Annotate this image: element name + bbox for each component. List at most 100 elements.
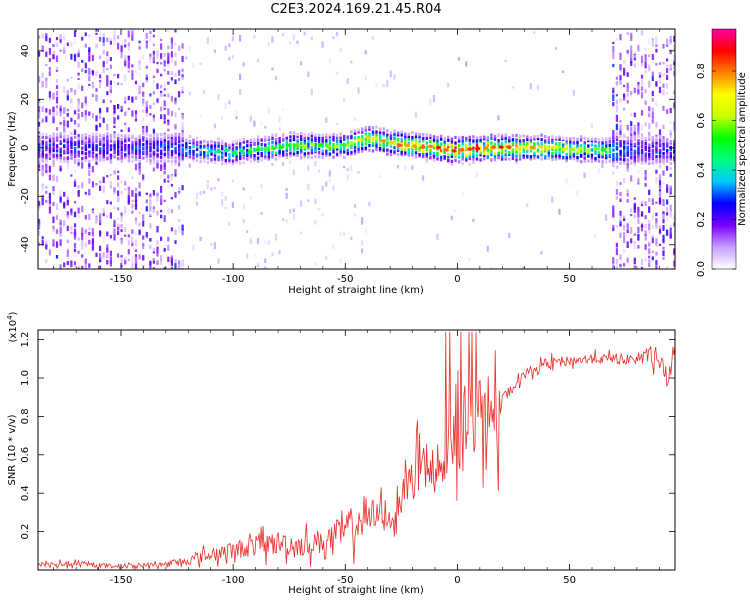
spectrogram-cell — [163, 159, 166, 163]
spectrogram-cell — [644, 122, 647, 127]
spectrogram-cell — [221, 116, 224, 120]
spectrogram-cell — [195, 140, 199, 144]
spectrogram-cell — [500, 154, 504, 158]
spectrogram-cell — [84, 133, 88, 137]
spectrogram-ridge-point — [490, 145, 496, 149]
spectrogram-cell — [195, 159, 199, 162]
spectrogram-cell — [106, 152, 109, 157]
spectrogram-cell — [95, 147, 98, 152]
spectrogram-cell — [77, 207, 80, 214]
spectrogram-cell — [282, 153, 285, 157]
spectrogram-cell — [651, 54, 654, 60]
spectrogram-cell — [84, 215, 87, 220]
spectrogram-cell — [120, 159, 123, 163]
spectrogram-cell — [59, 135, 62, 139]
spectrogram-cell — [271, 140, 274, 144]
spectrogram-cell — [522, 134, 525, 138]
spectrogram-cell — [124, 134, 127, 138]
spectrogram-cell — [522, 266, 525, 269]
spectrogram-cell — [472, 146, 475, 150]
spectrogram-cell — [170, 260, 173, 266]
spectrogram-cell — [267, 135, 271, 140]
spectrogram-cell — [429, 152, 432, 156]
spectrogram-cell — [70, 231, 73, 234]
spectrogram-cell — [658, 154, 662, 158]
spectrogram-cell — [615, 137, 619, 142]
spectrogram-cell — [382, 133, 385, 137]
spectrogram-cell — [38, 201, 41, 206]
spectrogram-cell — [113, 117, 116, 121]
spectrogram-cell — [256, 59, 260, 63]
spectrogram-cell — [88, 134, 91, 138]
spectrogram-cell — [350, 165, 353, 171]
spectrogram-cell — [658, 174, 662, 181]
spectrogram-cell — [267, 138, 271, 142]
spectrogram-cell — [160, 84, 163, 89]
spectrogram-cell — [400, 130, 403, 134]
spectrogram-ridge-point — [208, 149, 214, 153]
spectrogram-cell — [181, 90, 184, 94]
spectrogram-cell — [152, 129, 155, 134]
spectrogram-cell — [554, 47, 557, 50]
spectrogram-cell — [673, 35, 675, 42]
y-tick-label: 1.2 — [20, 332, 31, 348]
spectrogram-cell — [124, 60, 127, 67]
spectrogram-cell — [41, 239, 44, 245]
spectrogram-cell — [63, 129, 66, 134]
spectrogram-cell — [134, 113, 138, 120]
spectrogram-cell — [99, 183, 102, 186]
spectrogram-cell — [479, 148, 482, 152]
spectrogram-cell — [325, 154, 328, 158]
spectrogram-cell — [84, 69, 87, 74]
spectrogram-cell — [651, 97, 654, 102]
spectrogram-cell — [59, 147, 62, 151]
spectrogram-cells — [38, 29, 675, 269]
spectrogram-cell — [475, 141, 479, 145]
spectrogram-cell — [185, 145, 188, 149]
spectrogram-cell — [562, 143, 565, 147]
spectrogram-cell — [658, 144, 662, 148]
spectrogram-cell — [134, 80, 138, 85]
spectrogram-cell — [109, 159, 113, 163]
spectrogram-cell — [188, 134, 192, 139]
spectrogram-cell — [38, 51, 41, 57]
spectrogram-cell — [353, 131, 357, 135]
spectrogram-cell — [655, 122, 658, 128]
spectrogram-cell — [178, 219, 181, 222]
spectrogram-cell — [612, 87, 615, 90]
spectrogram-cell — [134, 256, 138, 264]
spectrogram-cell — [633, 233, 636, 236]
spectrogram-cell — [106, 75, 109, 82]
spectrogram-cell — [608, 143, 611, 147]
spectrogram-cell — [113, 74, 116, 77]
spectrogram-cell — [52, 225, 55, 232]
spectrogram-cell — [138, 211, 141, 214]
spectrogram-cell — [120, 191, 123, 195]
spectrogram-cell — [167, 63, 170, 68]
spectrogram-cell — [626, 153, 629, 157]
spectrogram-cell — [425, 136, 428, 140]
spectrogram-cell — [242, 140, 245, 144]
spectrogram-cell — [264, 258, 267, 263]
spectrogram-cell — [109, 89, 112, 94]
spectrogram-cell — [339, 153, 342, 157]
spectrogram-cell — [637, 90, 640, 95]
spectrogram-cell — [174, 169, 177, 174]
spectrogram-cell — [174, 159, 177, 163]
spectrogram-cell — [439, 144, 443, 148]
spectrogram-cell — [70, 140, 73, 144]
spectrogram-cell — [113, 105, 116, 110]
spectrogram-cell — [357, 136, 360, 140]
spectrogram-cell — [626, 158, 629, 162]
spectrogram-cell — [91, 230, 94, 235]
spectrogram-cell — [88, 213, 91, 220]
spectrogram-cell — [630, 34, 633, 41]
spectrogram-cell — [666, 199, 669, 205]
spectrogram-cell — [120, 83, 123, 86]
spectrogram-cell — [131, 134, 134, 138]
spectrogram-cell — [612, 261, 615, 264]
spectrogram-cell — [655, 44, 658, 48]
spectrogram-cell — [59, 159, 62, 163]
spectrogram-cell — [66, 151, 70, 155]
spectrogram-cell — [178, 191, 181, 195]
